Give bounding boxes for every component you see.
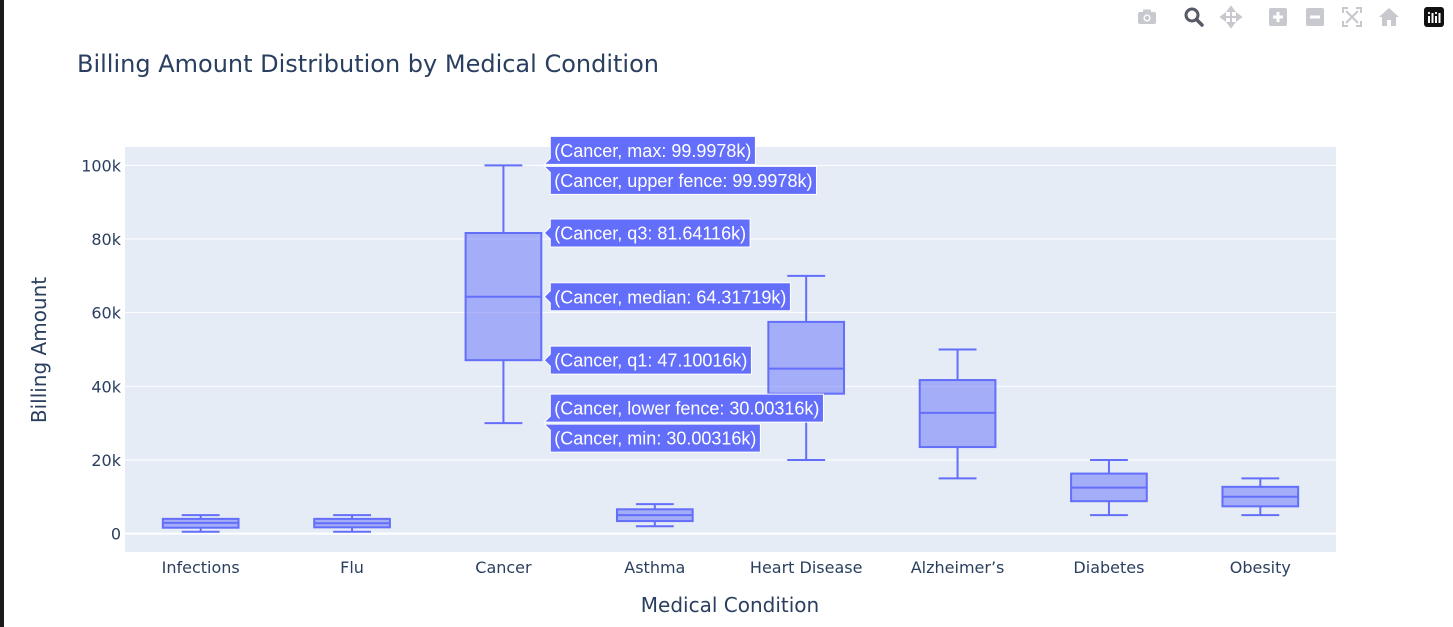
chart-modebar — [1130, 5, 1450, 29]
hover-label: (Cancer, upper fence: 99.9978k) — [543, 165, 817, 195]
hover-label-box — [543, 165, 817, 195]
hover-label-text: (Cancer, max: 99.9978k) — [554, 141, 751, 161]
zoom-out-icon[interactable] — [1303, 5, 1327, 29]
hover-label-text: (Cancer, q3: 81.64116k) — [554, 224, 746, 244]
hover-label-text: (Cancer, median: 64.31719k) — [554, 287, 786, 307]
box-obesity[interactable] — [1221, 477, 1300, 517]
iqr-box[interactable] — [767, 320, 846, 395]
box-alzheimer-s[interactable] — [918, 348, 997, 480]
window-frame-edge — [0, 0, 4, 627]
hover-label: (Cancer, median: 64.31719k) — [543, 282, 791, 312]
x-axis-title: Medical Condition — [641, 593, 819, 617]
hover-label-text: (Cancer, min: 30.00316k) — [554, 429, 756, 449]
box-diabetes[interactable] — [1070, 458, 1148, 517]
autoscale-icon[interactable] — [1340, 5, 1364, 29]
x-tick-label: Heart Disease — [750, 558, 863, 577]
hover-label-box — [543, 393, 824, 423]
x-tick-label: Cancer — [475, 558, 532, 577]
y-tick-label: 20k — [91, 451, 121, 470]
hover-label-box — [543, 218, 751, 248]
x-tick-label: Infections — [162, 558, 240, 577]
hover-label: (Cancer, min: 30.00316k) — [543, 423, 761, 453]
y-tick-label: 60k — [91, 304, 121, 323]
hover-label-text: (Cancer, lower fence: 30.00316k) — [554, 399, 819, 419]
x-tick-label: Alzheimer’s — [911, 558, 1005, 577]
hover-label-box — [543, 135, 756, 165]
hover-label: (Cancer, max: 99.9978k) — [543, 135, 756, 165]
hover-label: (Cancer, lower fence: 30.00316k) — [543, 393, 824, 423]
hover-label-box — [543, 345, 752, 375]
box-flu[interactable] — [313, 514, 391, 533]
x-tick-label: Diabetes — [1073, 558, 1144, 577]
y-axis-ticks: 0 20k 40k 60k 80k 100k — [81, 156, 122, 543]
hover-label: (Cancer, q3: 81.64116k) — [543, 218, 751, 248]
box-infections[interactable] — [161, 514, 240, 533]
x-tick-label: Flu — [340, 558, 364, 577]
y-tick-label: 80k — [91, 230, 121, 249]
y-tick-label: 0 — [111, 525, 121, 544]
y-axis-title: Billing Amount — [27, 277, 51, 423]
hover-label: (Cancer, q1: 47.10016k) — [543, 345, 752, 375]
x-tick-label: Obesity — [1230, 558, 1291, 577]
chart-title: Billing Amount Distribution by Medical C… — [77, 50, 659, 78]
hover-label-text: (Cancer, upper fence: 99.9978k) — [554, 171, 812, 191]
zoom-icon[interactable] — [1182, 5, 1206, 29]
box-asthma[interactable] — [615, 503, 694, 528]
y-tick-label: 100k — [81, 156, 122, 175]
hover-label-box — [543, 423, 761, 453]
reset-axes-icon[interactable] — [1377, 5, 1401, 29]
plotly-logo-icon[interactable] — [1422, 5, 1446, 29]
camera-icon[interactable] — [1135, 5, 1159, 29]
hover-label-text: (Cancer, q1: 47.10016k) — [554, 351, 747, 371]
zoom-in-icon[interactable] — [1266, 5, 1290, 29]
y-tick-label: 40k — [91, 377, 121, 396]
hover-label-box — [543, 282, 791, 312]
box-cancer[interactable] — [464, 164, 543, 425]
pan-icon[interactable] — [1219, 5, 1243, 29]
hover-labels: (Cancer, max: 99.9978k) (Cancer, upper fe… — [543, 135, 824, 453]
x-axis-ticks: Infections Flu Cancer Asthma Heart Disease Al… — [162, 558, 1291, 577]
x-tick-label: Asthma — [624, 558, 685, 577]
